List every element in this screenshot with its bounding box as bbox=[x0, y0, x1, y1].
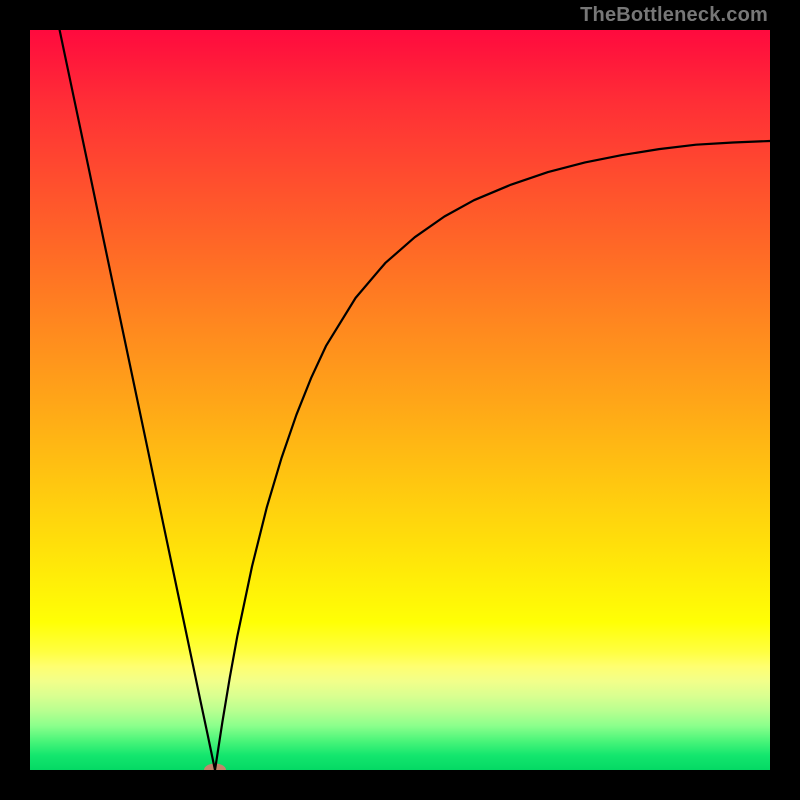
gradient-background bbox=[30, 30, 770, 770]
plot-area bbox=[30, 30, 770, 770]
bottleneck-curve-chart bbox=[30, 30, 770, 770]
watermark-text: TheBottleneck.com bbox=[580, 4, 768, 27]
chart-frame: TheBottleneck.com bbox=[0, 0, 800, 800]
